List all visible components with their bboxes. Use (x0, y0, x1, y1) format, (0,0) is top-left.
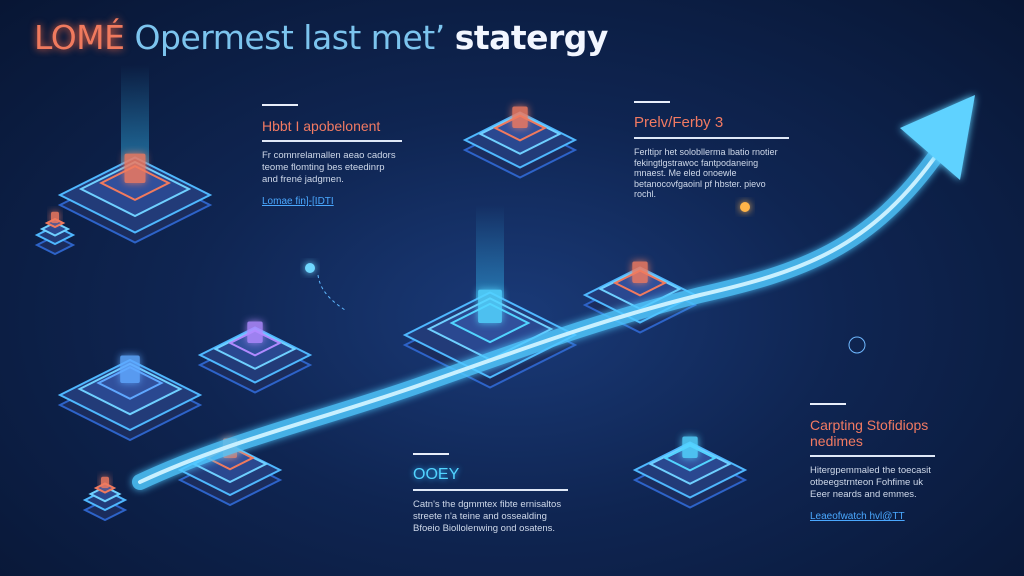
step-block-2: Prelv/Ferby 3 Ferltipr het solobllerma l… (634, 101, 789, 200)
divider (413, 489, 568, 491)
step-block-3: OOEY Catn's the dgmmtex fibte ernisaltos… (413, 453, 568, 535)
platform-2 (462, 106, 578, 179)
step-body: Ferltipr het solobllerma lbatio rnotier … (634, 147, 778, 199)
step-link[interactable]: Lomae fin]-[IDTI (262, 196, 334, 207)
step-heading: Prelv/Ferby 3 (634, 114, 724, 131)
platform-3 (402, 205, 578, 389)
divider (634, 137, 789, 139)
platform-9 (82, 476, 128, 522)
platform-1 (57, 65, 213, 244)
step-body: Hitergpemmaled the toecasit otbeegstrnte… (810, 465, 931, 500)
platform-8 (632, 436, 748, 509)
step-block-1: Hbbt I apobelonent Fr comnrelamallen aea… (262, 104, 402, 207)
platform-5 (57, 355, 203, 442)
divider (810, 455, 935, 457)
step-body: Fr comnrelamallen aeao cadors teome flom… (262, 150, 396, 185)
page-title: LOMÉ Opermest last met’ statergy (34, 18, 608, 57)
divider (262, 104, 298, 106)
step-heading: Hbbt I apobelonent (262, 118, 381, 134)
divider (634, 101, 670, 103)
step-heading: Carpting Stofidiops nedimes (810, 417, 929, 449)
step-heading: OOEY (413, 466, 460, 483)
step-link[interactable]: Leaeofwatch hvl@TT (810, 511, 905, 522)
divider (262, 140, 402, 142)
platform-6 (197, 321, 313, 394)
step-block-4: Carpting Stofidiops nedimes Hitergpemmal… (810, 403, 935, 522)
arrow-head (900, 95, 975, 180)
divider (810, 403, 846, 405)
step-body: Catn's the dgmmtex fibte ernisaltos stre… (413, 499, 562, 534)
platform-10 (34, 211, 76, 256)
divider (413, 453, 449, 455)
